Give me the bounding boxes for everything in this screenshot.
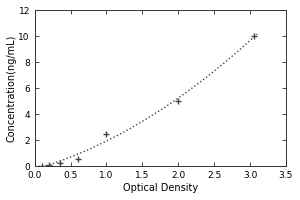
X-axis label: Optical Density: Optical Density [123,183,198,193]
Y-axis label: Concentration(ng/mL): Concentration(ng/mL) [7,35,17,142]
